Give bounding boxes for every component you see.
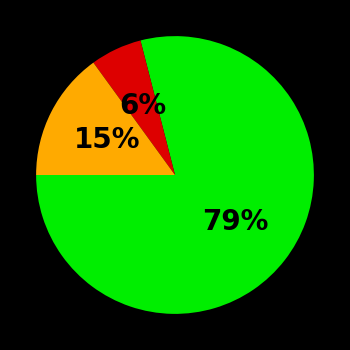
Text: 15%: 15% [74,126,140,154]
Wedge shape [93,41,175,175]
Text: 79%: 79% [202,208,268,236]
Wedge shape [36,63,175,175]
Text: 6%: 6% [119,92,166,120]
Wedge shape [36,36,314,314]
